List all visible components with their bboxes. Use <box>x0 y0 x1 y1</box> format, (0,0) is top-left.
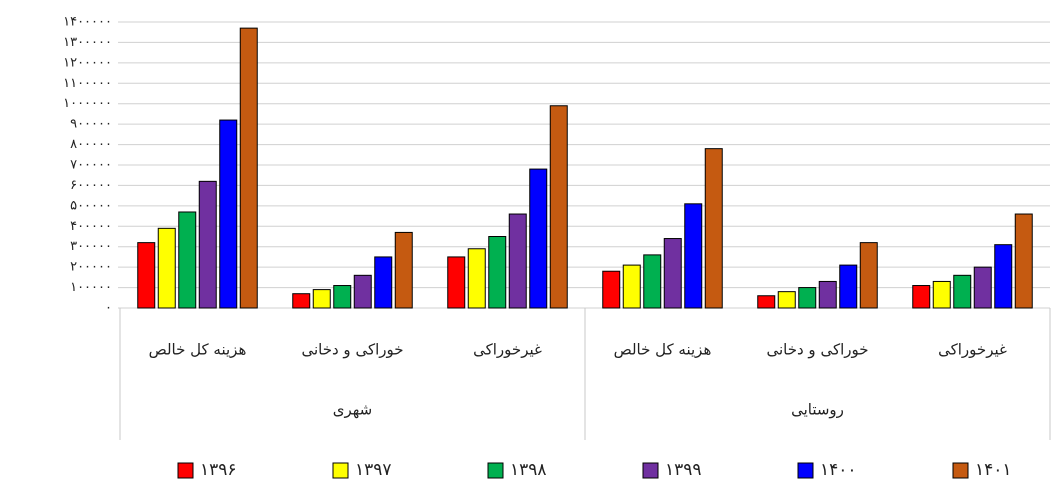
legend-swatch <box>332 462 349 479</box>
bar <box>219 119 238 309</box>
bar <box>818 280 837 309</box>
y-tick-label: ۴۰۰۰۰۰ <box>70 219 112 234</box>
bar <box>137 242 156 309</box>
bar <box>467 248 486 309</box>
y-tick-label: ۱۲۰۰۰۰۰ <box>63 55 112 70</box>
x-tick-label: هزینه کل خالص <box>149 341 247 359</box>
legend-swatch <box>177 462 194 479</box>
bar <box>292 293 311 309</box>
bar <box>529 168 548 309</box>
bar <box>374 256 393 309</box>
bar <box>912 285 931 309</box>
bar <box>508 213 527 309</box>
bar <box>704 148 723 309</box>
legend-swatch <box>952 462 969 479</box>
bar <box>394 231 413 309</box>
bar <box>798 287 817 309</box>
y-tick-label: ۲۰۰۰۰۰ <box>70 260 112 275</box>
bar <box>643 254 662 309</box>
y-tick-label: ۱۱۰۰۰۰۰ <box>63 76 112 91</box>
legend-label: ۱۳۹۷ <box>355 460 392 480</box>
bar <box>777 291 796 309</box>
bar <box>333 285 352 309</box>
x-tick-label: خوراکی و دخانی <box>301 341 403 359</box>
bar <box>953 274 972 309</box>
bar <box>447 256 466 309</box>
bar <box>602 270 621 309</box>
y-tick-label: ۱۰۰۰۰۰ <box>70 280 112 295</box>
bar <box>622 264 641 309</box>
y-tick-label: ۱۴۰۰۰۰۰ <box>63 15 112 30</box>
legend-label: ۱۴۰۱ <box>975 460 1012 480</box>
y-tick-label: ۵۰۰۰۰۰ <box>70 198 112 213</box>
bar <box>663 238 682 309</box>
group-label: شهری <box>333 401 373 419</box>
bar <box>932 280 951 309</box>
bar <box>859 242 878 309</box>
y-tick-label: ۶۰۰۰۰۰ <box>70 178 112 193</box>
legend-swatch <box>642 462 659 479</box>
bar <box>549 105 568 309</box>
bar <box>839 264 858 309</box>
legend-label: ۱۳۹۸ <box>510 460 547 480</box>
group-label: روستایی <box>791 401 844 419</box>
bar <box>353 274 372 309</box>
bar <box>312 289 331 309</box>
bar <box>684 203 703 309</box>
bar <box>239 27 258 309</box>
legend-label: ۱۴۰۰ <box>820 460 857 480</box>
legend-label: ۱۳۹۶ <box>200 460 237 480</box>
y-tick-label: ۷۰۰۰۰۰ <box>70 158 112 173</box>
bar <box>994 244 1013 309</box>
legend-swatch <box>797 462 814 479</box>
y-tick-label: ۱۳۰۰۰۰۰ <box>63 35 112 50</box>
bar <box>757 295 776 309</box>
legend-label: ۱۳۹۹ <box>665 460 702 480</box>
x-tick-label: خوراکی و دخانی <box>766 341 868 359</box>
bar <box>198 180 217 309</box>
y-tick-label: ۸۰۰۰۰۰ <box>70 137 112 152</box>
legend-swatch <box>487 462 504 479</box>
bar <box>973 266 992 309</box>
y-tick-label: ۱۰۰۰۰۰۰ <box>63 96 112 111</box>
x-tick-label: هزینه کل خالص <box>614 341 712 359</box>
bar <box>488 236 507 309</box>
y-tick-label: ۰ <box>105 301 112 316</box>
x-tick-label: غیرخوراکی <box>938 341 1007 359</box>
bar <box>178 211 197 309</box>
x-tick-label: غیرخوراکی <box>473 341 542 359</box>
bar <box>1014 213 1033 309</box>
y-tick-label: ۳۰۰۰۰۰ <box>70 239 112 254</box>
bar <box>157 227 176 309</box>
y-tick-label: ۹۰۰۰۰۰ <box>70 117 112 132</box>
